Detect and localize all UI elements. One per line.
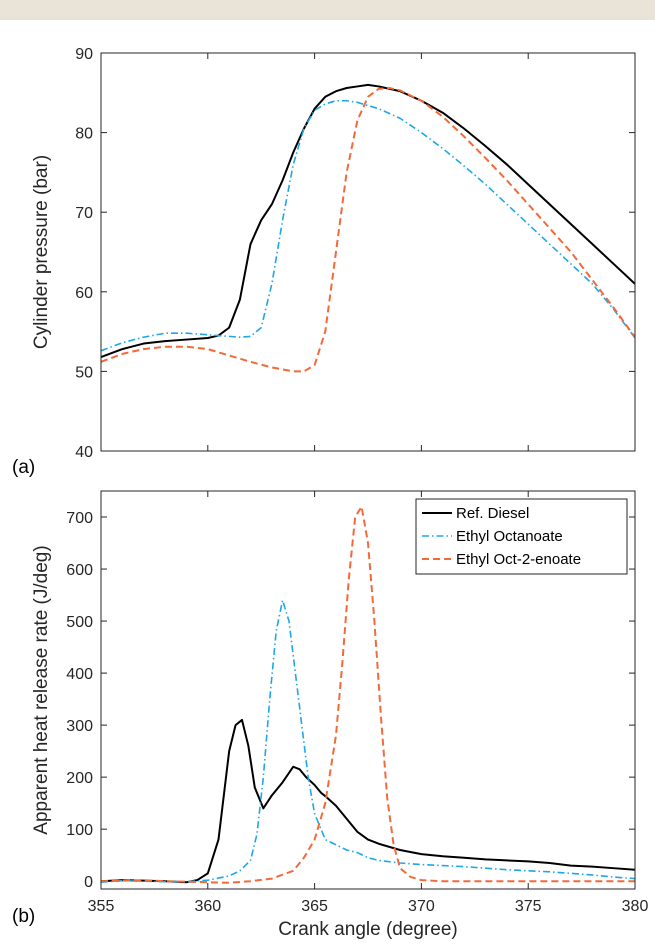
y-tick-label-a-40: 40 bbox=[75, 444, 93, 461]
y-tick-label-b-500: 500 bbox=[66, 614, 93, 631]
series-line-a-ethyl-octanoate bbox=[101, 99, 635, 352]
plot-area-a bbox=[101, 53, 635, 451]
series-line-b-ethyl-octanoate bbox=[101, 599, 635, 884]
x-tick-label-b-360: 360 bbox=[194, 898, 221, 915]
series-line-a-ref-diesel bbox=[101, 83, 635, 359]
panel-label-a: (a) bbox=[12, 457, 35, 478]
x-tick-label-b-355: 355 bbox=[88, 898, 115, 915]
y-tick-label-b-200: 200 bbox=[66, 770, 93, 787]
x-tick-label-b-375: 375 bbox=[515, 898, 542, 915]
x-tick-label-b-365: 365 bbox=[301, 898, 328, 915]
x-axis-label-b: Crank angle (degree) bbox=[278, 919, 458, 940]
series-line-b-ref-diesel bbox=[101, 718, 635, 884]
y-axis-label-b: Apparent heat release rate (J/deg) bbox=[31, 545, 52, 834]
top-accent-bar bbox=[0, 0, 655, 20]
panel-label-b: (b) bbox=[12, 906, 35, 927]
y-tick-label-a-70: 70 bbox=[75, 205, 93, 222]
y-tick-label-b-0: 0 bbox=[84, 874, 93, 891]
y-tick-label-b-400: 400 bbox=[66, 666, 93, 683]
y-tick-label-a-90: 90 bbox=[75, 46, 93, 63]
legend-label-ethyl-octanoate: Ethyl Octanoate bbox=[456, 528, 563, 545]
plot-frame-b bbox=[100, 490, 636, 890]
x-tick-label-b-380: 380 bbox=[622, 898, 649, 915]
x-tick-label-b-370: 370 bbox=[408, 898, 435, 915]
plot-frame-a bbox=[100, 52, 636, 452]
legend-label-ref-diesel: Ref. Diesel bbox=[456, 505, 529, 522]
y-tick-label-b-300: 300 bbox=[66, 718, 93, 735]
y-tick-label-a-60: 60 bbox=[75, 285, 93, 302]
series-line-b-ethyl-oct-2-enoate bbox=[101, 505, 635, 884]
y-tick-label-a-50: 50 bbox=[75, 364, 93, 381]
y-tick-label-b-100: 100 bbox=[66, 822, 93, 839]
y-tick-label-a-80: 80 bbox=[75, 126, 93, 143]
y-tick-label-b-600: 600 bbox=[66, 562, 93, 579]
y-tick-label-b-700: 700 bbox=[66, 510, 93, 527]
legend-label-ethyl-oct-2-enoate: Ethyl Oct-2-enoate bbox=[456, 551, 581, 568]
y-axis-label-a: Cylinder pressure (bar) bbox=[31, 155, 52, 349]
